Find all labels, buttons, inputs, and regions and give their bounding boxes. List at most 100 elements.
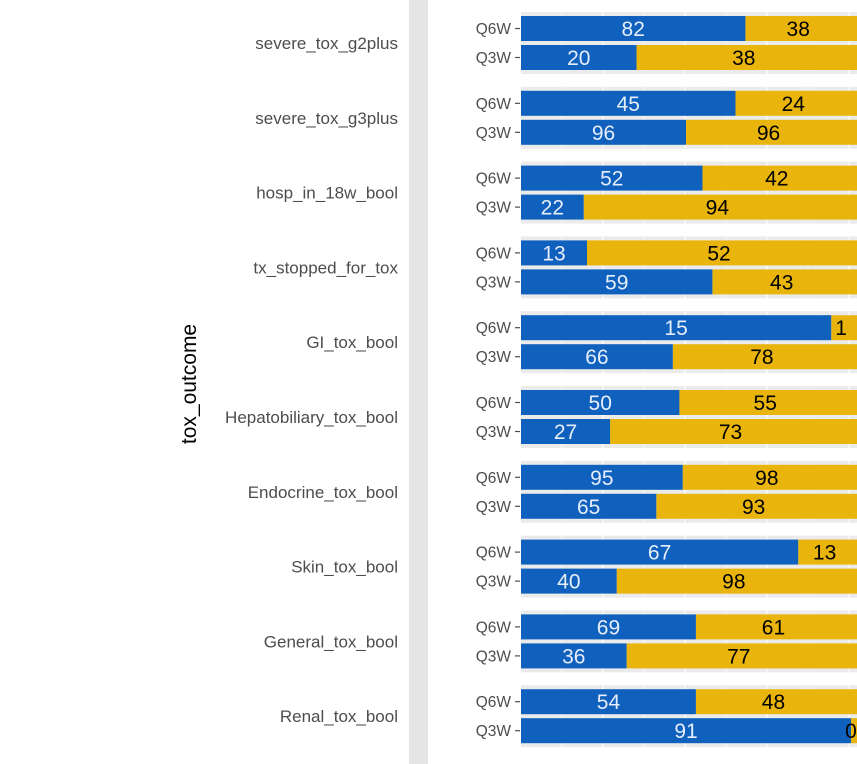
bar-segment-blue [521,614,696,640]
bar-row: Q6W 67 13 [476,539,857,565]
yellow-value-label: 42 [765,168,788,191]
bar-segment-yellow [583,194,857,220]
outcome-group: General_tox_bool Q6W 69 61 Q3W 36 77 [264,610,857,673]
bar-segment-yellow [695,614,857,640]
blue-value-label: 96 [592,122,615,145]
blue-value-label: 27 [554,421,577,444]
bar-row: Q6W 54 48 [476,689,857,715]
bar-segment-blue [521,419,611,444]
bar-segment-yellow [735,90,857,116]
blue-value-label: 22 [541,197,564,220]
bar-segment-blue [521,539,799,565]
schedule-tick-label: Q3W [476,349,512,366]
bar-row: Q3W 66 78 [476,344,857,370]
yellow-value-label: 94 [706,197,730,220]
bar-row: Q6W 69 61 [476,614,857,640]
bar-segment-yellow [831,315,857,341]
outcome-group: Skin_tox_bool Q6W 67 13 Q3W 40 98 [291,535,857,598]
bar-segment-blue [521,45,637,70]
yellow-value-label: 96 [757,122,780,145]
bar-segment-blue [521,315,832,341]
bar-row: Q3W 96 96 [476,119,857,145]
outcome-label: Skin_tox_bool [291,558,398,577]
outcome-group: hosp_in_18w_bool Q6W 52 42 Q3W 22 94 [256,161,857,224]
bar-segment-blue [521,493,657,519]
yellow-value-label: 55 [754,392,777,415]
bar-segment-blue [521,718,851,744]
outcome-group: Renal_tox_bool Q6W 54 48 Q3W 91 0 [280,685,857,748]
y-axis-title: tox_outcome [178,324,201,444]
blue-value-label: 36 [562,645,585,668]
schedule-tick-label: Q3W [476,200,512,217]
blue-value-label: 45 [617,93,640,116]
schedule-tick-label: Q6W [476,21,512,38]
bar-segment-yellow [712,269,857,295]
schedule-tick-label: Q6W [476,96,512,113]
bar-segment-blue [521,689,696,715]
bar-segment-blue [521,643,627,669]
schedule-tick-label: Q6W [476,395,512,412]
blue-value-label: 82 [622,18,645,41]
blue-value-label: 13 [542,242,565,265]
bar-segment-yellow [672,344,857,370]
bar-row: Q6W 45 24 [476,90,857,116]
bar-segment-blue [521,390,680,415]
bar-segment-blue [521,344,673,370]
outcome-group: Endocrine_tox_bool Q6W 95 98 Q3W 65 93 [248,460,857,523]
outcome-label: Endocrine_tox_bool [248,483,398,502]
bar-row: Q6W 50 55 [476,390,857,415]
bar-segment-yellow [686,119,857,145]
yellow-value-label: 48 [762,691,785,714]
outcome-label: General_tox_bool [264,632,398,651]
bar-segment-blue [521,90,736,116]
schedule-tick-label: Q3W [476,274,512,291]
blue-value-label: 59 [605,271,628,294]
outcome-group: severe_tox_g2plus Q6W 82 38 Q3W 20 38 [255,12,857,74]
outcome-group: severe_tox_g3plus Q6W 45 24 Q3W 96 96 [255,86,857,149]
bar-segment-blue [521,16,746,41]
yellow-value-label: 61 [762,616,785,639]
bar-segment-yellow [682,464,857,490]
schedule-tick-label: Q3W [476,125,512,142]
schedule-tick-label: Q6W [476,694,512,711]
outcome-label: Renal_tox_bool [280,707,398,726]
bar-row: Q3W 40 98 [476,568,857,594]
blue-value-label: 69 [597,616,620,639]
bar-row: Q6W 13 52 [476,240,857,266]
bar-segment-yellow [656,493,857,519]
schedule-tick-label: Q3W [476,424,512,441]
outcome-label: severe_tox_g3plus [255,109,398,128]
outcome-label: GI_tox_bool [306,333,398,352]
blue-value-label: 52 [600,168,623,191]
bar-segment-blue [521,194,584,220]
schedule-tick-label: Q6W [476,545,512,562]
facet-strip [409,0,428,764]
outcome-label: hosp_in_18w_bool [256,184,398,203]
bar-segment-yellow [702,165,857,191]
outcome-group: Hepatobiliary_tox_bool Q6W 50 55 Q3W 27 73 [225,386,857,448]
yellow-value-label: 98 [755,467,778,490]
bar-segment-yellow [610,419,857,444]
bar-segment-yellow [587,240,857,266]
outcome-label: tx_stopped_for_tox [253,258,398,277]
schedule-tick-label: Q3W [476,50,512,67]
bar-row: Q3W 27 73 [476,419,857,444]
bar-row: Q6W 15 1 [476,315,857,341]
schedule-tick-label: Q6W [476,619,512,636]
bar-segment-blue [521,119,686,145]
blue-value-label: 66 [585,346,608,369]
bar-row: Q3W 20 38 [476,45,857,70]
yellow-value-label: 98 [722,571,745,594]
blue-value-label: 54 [597,691,621,714]
bar-segment-yellow [695,689,857,715]
bar-segment-blue [521,464,683,490]
outcome-group: GI_tox_bool Q6W 15 1 Q3W 66 78 [306,311,857,374]
blue-value-label: 91 [674,720,697,743]
blue-value-label: 50 [589,392,612,415]
bar-segment-blue [521,269,713,295]
bar-segment-yellow [626,643,857,669]
bar-segment-yellow [798,539,857,565]
bar-segment-yellow [636,45,857,70]
bar-segment-blue [521,568,617,594]
yellow-value-label: 1 [835,317,847,340]
